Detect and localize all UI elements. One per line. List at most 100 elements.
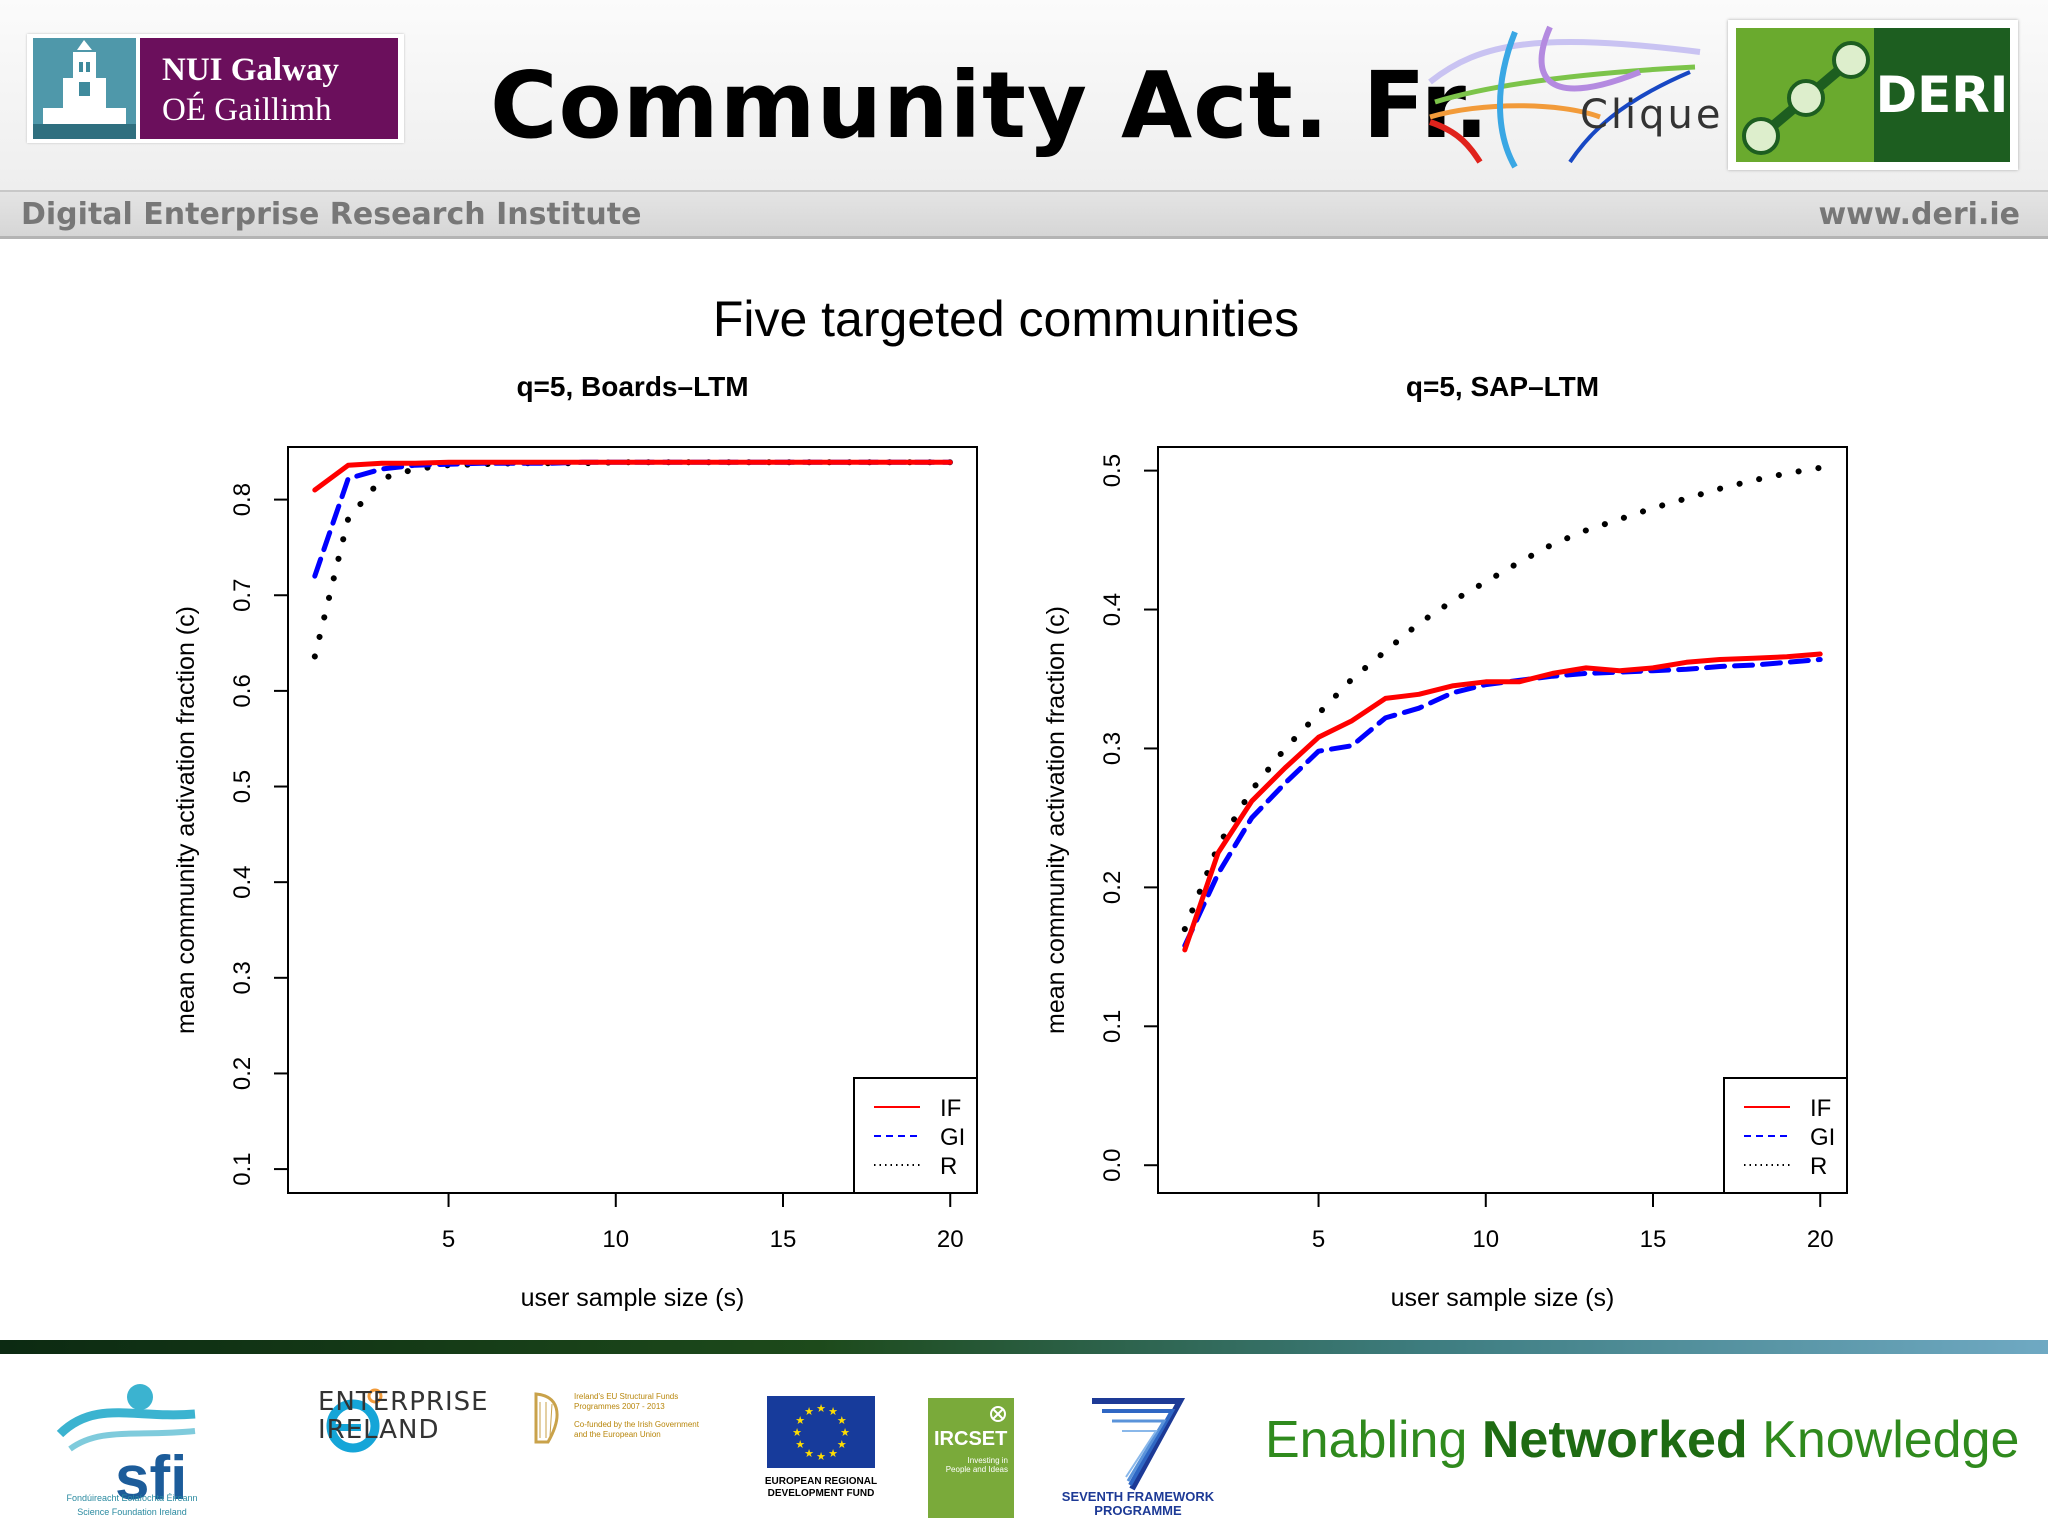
eu-fund-caption: EUROPEAN REGIONAL DEVELOPMENT FUND bbox=[756, 1476, 886, 1500]
eu-star-icon: ★ bbox=[804, 1447, 814, 1460]
series-line-gi bbox=[1182, 657, 1823, 949]
plot-frame bbox=[287, 446, 978, 1194]
y-axis-label: mean community activation fraction (c) bbox=[172, 606, 200, 1034]
structfund-line-3: Co-funded by the Irish Government bbox=[574, 1420, 699, 1429]
x-tick-label: 20 bbox=[937, 1226, 964, 1253]
sfi-caption-en: Science Foundation Ireland bbox=[77, 1507, 187, 1517]
y-tick-label: 0.8 bbox=[229, 483, 256, 516]
nui-name-en: NUI Galway bbox=[162, 52, 339, 88]
chart-panel-2: q=5, SAP–LTM 5 10 15 20 0.0 0.1 0.2 0.3 0.4 0.5 use… bbox=[1042, 371, 1848, 1312]
charts-svg: q=5, Boards–LTM 5 10 15 20 0.1 0.2 0.3 0.4 0.5 0.6… bbox=[172, 371, 1848, 1312]
ircset-wordmark: IRCSET bbox=[934, 1428, 1008, 1450]
enterprise-line-2: IRELAND bbox=[318, 1415, 440, 1445]
nui-tower-icon bbox=[33, 38, 136, 139]
y-tick-label: 0.2 bbox=[229, 1057, 256, 1090]
figure-title: Five targeted communities bbox=[712, 291, 1300, 347]
eu-star-icon: ★ bbox=[828, 1447, 838, 1460]
nui-galway-logo: NUI Galway OÉ Gaillimh bbox=[27, 34, 404, 143]
x-axis-label: user sample size (s) bbox=[521, 1284, 745, 1312]
x-tick-label: 10 bbox=[602, 1226, 629, 1253]
sfi-caption-ga: Fondúireacht Eolaíochta Éireann bbox=[66, 1493, 198, 1503]
legend-label-gi: GI bbox=[1810, 1124, 1835, 1151]
eu-star-icon: ★ bbox=[816, 1450, 826, 1463]
slide-title: Community Act. Fr. bbox=[490, 52, 1490, 159]
clique-label: Clique bbox=[1580, 92, 1724, 138]
x-tick-label: 5 bbox=[1312, 1226, 1325, 1253]
x-tick-label: 15 bbox=[1640, 1226, 1667, 1253]
clique-logo bbox=[1428, 25, 1701, 169]
y-tick-label: 0.4 bbox=[1099, 593, 1126, 626]
y-tick-label: 0.5 bbox=[229, 770, 256, 803]
ircset-logo: IRCSET Investing in People and Ideas bbox=[928, 1398, 1014, 1518]
enterprise-line-1: ENTERPRISE bbox=[318, 1387, 489, 1417]
enterprise-ireland-label: ENTERPRISE IRELAND bbox=[318, 1388, 489, 1444]
x-tick-label: 10 bbox=[1472, 1226, 1499, 1253]
ircset-sub-1: Investing in bbox=[967, 1456, 1008, 1465]
deri-wordmark: DERI bbox=[1874, 28, 2010, 162]
eu-flag-icon: ★ ★ ★ ★ ★ ★ ★ ★ ★ ★ ★ ★ bbox=[767, 1396, 875, 1468]
fp7-logo-icon bbox=[1092, 1398, 1186, 1491]
fp7-caption: SEVENTH FRAMEWORK PROGRAMME bbox=[1060, 1490, 1216, 1518]
tagline-pre: Enabling bbox=[1265, 1411, 1482, 1469]
y-tick-label: 0.3 bbox=[229, 961, 256, 994]
tagline: Enabling Networked Knowledge bbox=[1265, 1410, 2019, 1470]
eu-caption-line-2: DEVELOPMENT FUND bbox=[767, 1488, 875, 1499]
x-axis-label: user sample size (s) bbox=[1391, 1284, 1615, 1312]
structfund-line-2: Programmes 2007 - 2013 bbox=[574, 1402, 665, 1411]
y-tick-label: 0.2 bbox=[1099, 871, 1126, 904]
nui-name-block: NUI Galway OÉ Gaillimh bbox=[140, 38, 398, 139]
eu-caption-line-1: EUROPEAN REGIONAL bbox=[764, 1476, 878, 1487]
sfi-wordmark: sfi bbox=[115, 1444, 187, 1513]
tagline-bold: Networked bbox=[1481, 1411, 1748, 1469]
chart-title: q=5, SAP–LTM bbox=[1406, 371, 1599, 402]
series-line-r bbox=[1181, 464, 1824, 933]
series-line-gi bbox=[312, 459, 953, 579]
x-tick-label: 20 bbox=[1807, 1226, 1834, 1253]
fp7-caption-line-2: PROGRAMME bbox=[1094, 1503, 1182, 1518]
legend-label-if: IF bbox=[940, 1095, 961, 1122]
eu-star-icon: ★ bbox=[837, 1438, 847, 1451]
x-tick-label: 5 bbox=[442, 1226, 455, 1253]
eu-star-icon: ★ bbox=[795, 1438, 805, 1451]
legend-label-r: R bbox=[1810, 1153, 1827, 1180]
structural-funds-logo: Ireland's EU Structural Funds Programmes… bbox=[528, 1390, 718, 1450]
legend-label-gi: GI bbox=[940, 1124, 965, 1151]
chart-panel-1: q=5, Boards–LTM 5 10 15 20 0.1 0.2 0.3 0.4 0.5 0.6… bbox=[172, 371, 978, 1312]
sfi-caption: Fondúireacht Eolaíochta Éireann Science … bbox=[52, 1491, 212, 1519]
y-axis-label: mean community activation fraction (c) bbox=[1042, 606, 1070, 1034]
institute-bar: Digital Enterprise Research Institute ww… bbox=[0, 190, 2048, 239]
legend-label-r: R bbox=[940, 1153, 957, 1180]
deri-logo: DERI bbox=[1728, 20, 2018, 170]
y-tick-label: 0.4 bbox=[229, 865, 256, 898]
deri-molecule-icon bbox=[1736, 28, 1874, 162]
y-tick-label: 0.6 bbox=[229, 674, 256, 707]
website-link[interactable]: www.deri.ie bbox=[1818, 197, 2020, 232]
eu-star-icon: ★ bbox=[828, 1405, 838, 1418]
sfi-logo: sfi bbox=[56, 1384, 196, 1513]
y-tick-label: 0.7 bbox=[229, 579, 256, 612]
series-line-if bbox=[1182, 651, 1823, 953]
eu-star-icon: ★ bbox=[837, 1414, 847, 1427]
sponsor-footer: sfi Fondúireacht Eolaíochta Éireann Scie… bbox=[0, 1354, 2048, 1536]
ircset-mark-icon bbox=[990, 1406, 1006, 1422]
structfund-line-1: Ireland's EU Structural Funds bbox=[574, 1392, 679, 1401]
eu-star-icon: ★ bbox=[792, 1426, 802, 1439]
ircset-sub-2: People and Ideas bbox=[945, 1465, 1008, 1474]
institute-name: Digital Enterprise Research Institute bbox=[21, 197, 642, 232]
nui-name-ga: OÉ Gaillimh bbox=[162, 92, 332, 128]
legend-label-if: IF bbox=[1810, 1095, 1831, 1122]
tagline-post: Knowledge bbox=[1747, 1411, 2020, 1469]
eu-star-icon: ★ bbox=[795, 1414, 805, 1427]
y-tick-label: 0.1 bbox=[1099, 1010, 1126, 1043]
y-tick-label: 0.5 bbox=[1099, 454, 1126, 487]
eu-star-icon: ★ bbox=[816, 1402, 826, 1415]
series-line-r bbox=[311, 459, 954, 660]
y-tick-label: 0.0 bbox=[1099, 1149, 1126, 1182]
series-line-if bbox=[312, 459, 953, 493]
structfund-line-4: and the European Union bbox=[574, 1430, 661, 1439]
x-tick-label: 15 bbox=[770, 1226, 797, 1253]
enterprise-ireland-icon bbox=[326, 1388, 383, 1453]
slide-header: NUI Galway OÉ Gaillimh Community Act. Fr… bbox=[0, 0, 2048, 190]
plot-frame bbox=[1157, 446, 1848, 1194]
eu-star-icon: ★ bbox=[804, 1405, 814, 1418]
